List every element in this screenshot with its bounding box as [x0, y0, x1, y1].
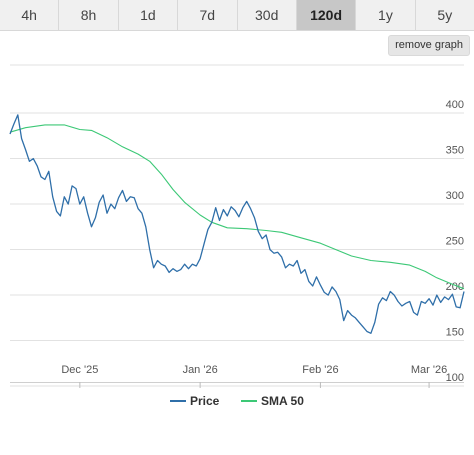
series-lines [9, 114, 465, 334]
legend: Price SMA 50 [170, 394, 304, 408]
series-line-sma-50 [9, 124, 465, 290]
series-line-price [9, 114, 465, 334]
tab-8h[interactable]: 8h [59, 0, 119, 30]
y-tick-label: 150 [446, 327, 464, 339]
tab-1y[interactable]: 1y [356, 0, 416, 30]
x-axis: Dec '25 Jan '26 Feb '26 Mar '26 [10, 364, 464, 388]
grid-lines [10, 64, 464, 387]
legend-item-label[interactable]: SMA 50 [261, 394, 304, 408]
tab-1d[interactable]: 1d [119, 0, 179, 30]
tab-120d[interactable]: 120d [296, 0, 357, 30]
y-tick-label: 100 [446, 372, 464, 384]
x-tick-label: Feb '26 [302, 364, 338, 376]
y-tick-label: 200 [446, 281, 464, 293]
timeframe-tabs: 4h 8h 1d 7d 30d 120d 1y 5y [0, 0, 474, 31]
tab-4h[interactable]: 4h [0, 0, 60, 30]
y-axis-labels: 100 150 200 250 300 350 400 [446, 99, 464, 384]
tab-30d[interactable]: 30d [238, 0, 297, 30]
x-tick-label: Dec '25 [61, 364, 98, 376]
y-tick-label: 400 [446, 99, 464, 111]
remove-graph-button[interactable]: remove graph [388, 35, 470, 56]
y-tick-label: 300 [446, 190, 464, 202]
tab-5y[interactable]: 5y [437, 7, 453, 23]
x-tick-label: Mar '26 [411, 364, 447, 376]
y-tick-label: 250 [446, 236, 464, 248]
tab-7d[interactable]: 7d [178, 0, 238, 30]
legend-item-label[interactable]: Price [190, 394, 220, 408]
x-tick-label: Jan '26 [183, 364, 218, 376]
y-tick-label: 350 [446, 145, 464, 157]
